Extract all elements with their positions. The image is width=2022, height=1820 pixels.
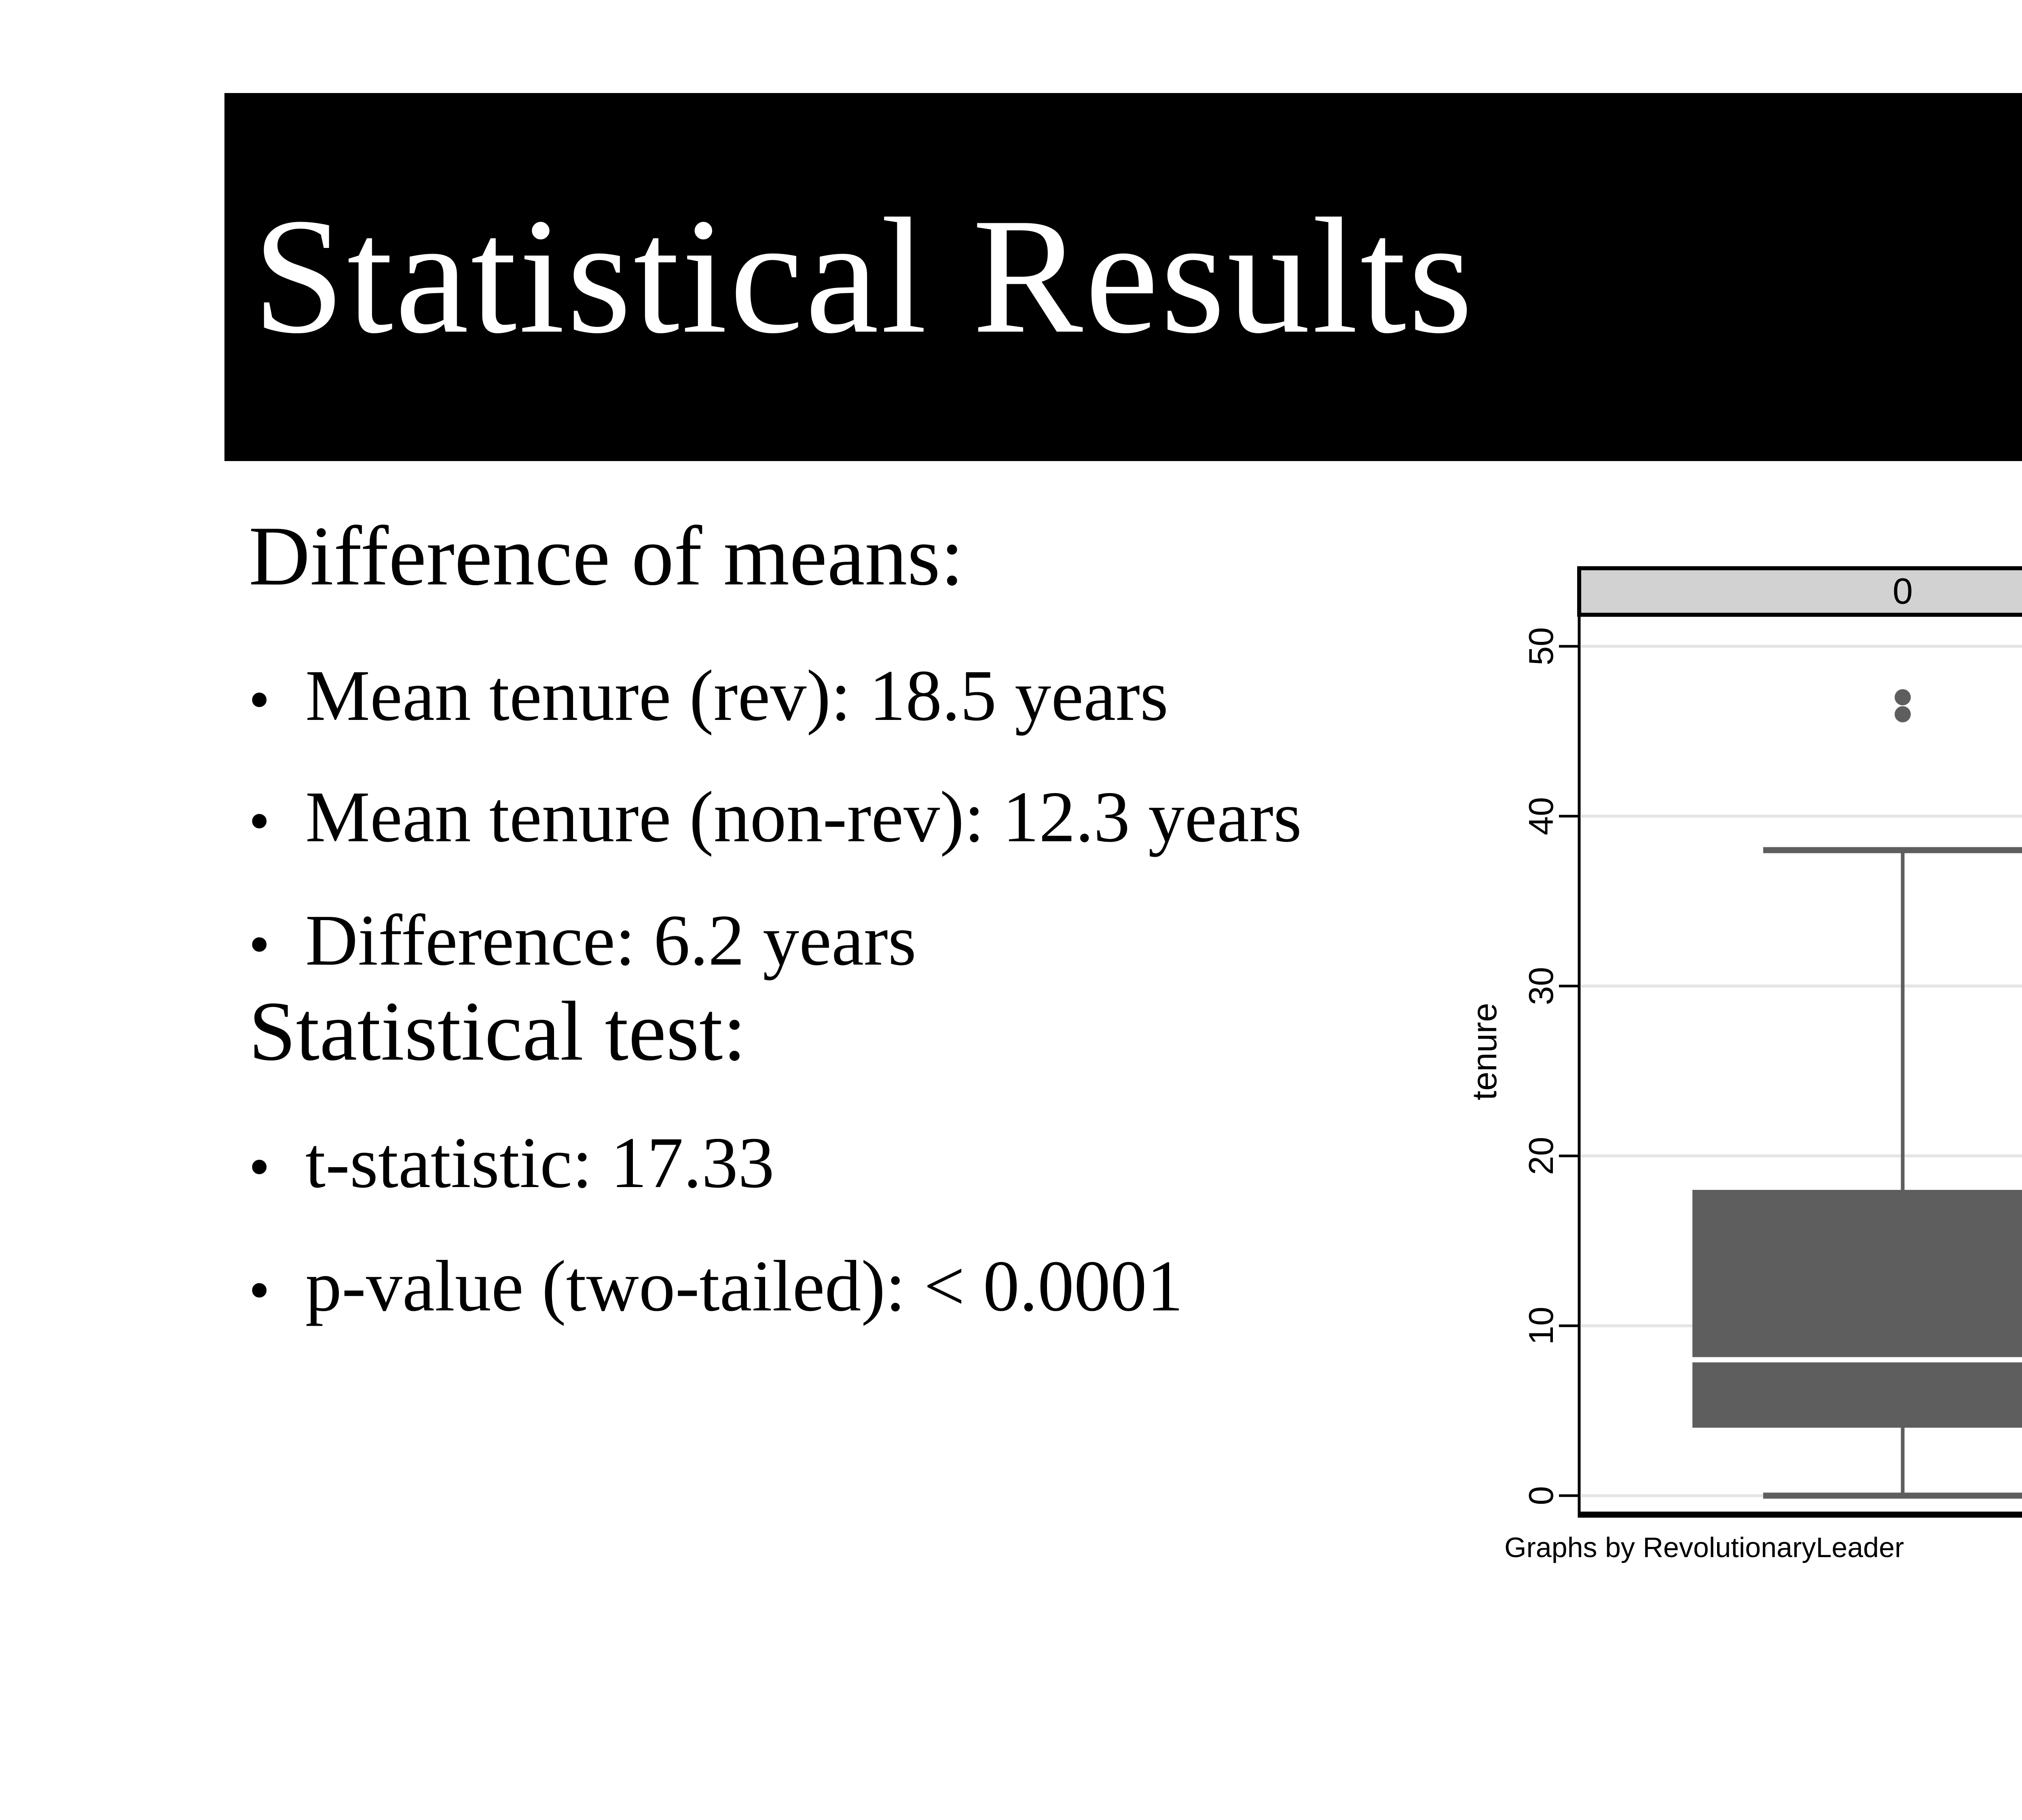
iqr-box <box>1692 1190 2022 1428</box>
bullet-icon: • <box>249 1134 270 1201</box>
bullet-text: p-value (two-tailed): < 0.0001 <box>305 1245 1183 1327</box>
bullet-text: Mean tenure (rev): 18.5 years <box>305 654 1169 735</box>
bullet-text: Mean tenure (non-rev): 12.3 years <box>305 776 1302 857</box>
bullet-text: Difference: 6.2 years <box>305 899 916 981</box>
bullet-icon: • <box>249 666 270 733</box>
panel-header-label: 0 <box>1893 571 1913 612</box>
y-tick-label: 40 <box>1522 797 1561 836</box>
y-tick-label: 0 <box>1522 1486 1561 1505</box>
title-banner: Statistical Results <box>224 93 2022 461</box>
bullet-icon: • <box>249 1257 270 1325</box>
outlier-dot <box>1895 689 1911 705</box>
y-tick-label: 10 <box>1522 1307 1561 1345</box>
chart-caption: Graphs by RevolutionaryLeader <box>1504 1531 1904 1563</box>
panel-header <box>1577 566 2022 617</box>
tenure-boxplot-chart: 01020304050tenure01 Graphs by Revolution… <box>1456 546 2022 1598</box>
section-heading-statistical-test: Statistical test: <box>249 987 747 1080</box>
bullet-item-difference: • Difference: 6.2 years <box>249 898 1502 985</box>
boxplot-svg: 01020304050tenure01 <box>1466 566 2022 1518</box>
y-tick-label: 50 <box>1522 627 1561 666</box>
bullet-icon: • <box>249 912 270 979</box>
bullet-icon: • <box>249 788 270 855</box>
text-content: Difference of means: • Mean tenure (rev)… <box>249 510 1502 1331</box>
bullet-item-mean-tenure-rev: • Mean tenure (rev): 18.5 years <box>249 652 1502 740</box>
y-axis-title: tenure <box>1466 1003 1504 1100</box>
page-title: Statistical Results <box>253 184 1475 368</box>
bullet-item-mean-tenure-nonrev: • Mean tenure (non-rev): 12.3 years <box>249 774 1502 861</box>
section-heading-difference-of-means: Difference of means: <box>249 512 964 605</box>
y-tick-label: 20 <box>1522 1137 1561 1175</box>
outlier-dot <box>1895 706 1911 722</box>
bullet-item-p-value: • p-value (two-tailed): < 0.0001 <box>249 1243 1502 1331</box>
bullet-text: t-statistic: 17.33 <box>305 1122 774 1203</box>
bullet-item-t-statistic: • t-statistic: 17.33 <box>249 1120 1502 1207</box>
y-tick-label: 30 <box>1522 967 1561 1005</box>
